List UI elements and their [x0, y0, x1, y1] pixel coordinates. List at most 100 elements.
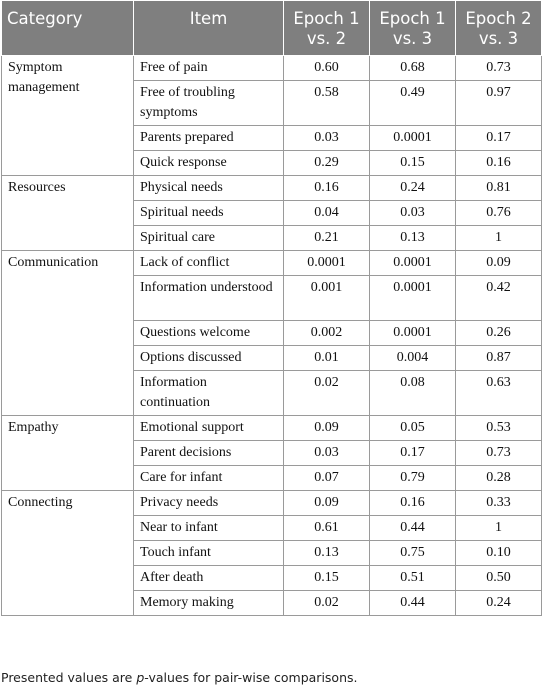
- table-row: Questions welcome 0.002 0.0001 0.26: [2, 320, 542, 346]
- epoch-1-vs-2-cell: 0.21: [283, 225, 370, 251]
- header-item: Item: [133, 0, 284, 56]
- table-row: Memory making 0.02 0.44 0.24: [2, 590, 542, 616]
- epoch-1-vs-2-cell: 0.03: [283, 125, 370, 151]
- table-row: Free of troubling symptoms 0.58 0.49 0.97: [2, 80, 542, 126]
- epoch-1-vs-2-cell: 0.16: [283, 175, 370, 201]
- epoch-1-vs-2-cell: 0.29: [283, 150, 370, 176]
- epoch-1-vs-3-cell: 0.44: [369, 515, 456, 541]
- epoch-2-vs-3-cell: 0.73: [455, 55, 542, 81]
- epoch-2-vs-3-cell: 1: [455, 515, 542, 541]
- epoch-2-vs-3-cell: 1: [455, 225, 542, 251]
- category-cell: Connecting: [1, 490, 134, 616]
- epoch-2-vs-3-cell: 0.26: [455, 320, 542, 346]
- item-cell: Spiritual needs: [133, 200, 284, 226]
- epoch-1-vs-3-cell: 0.08: [369, 370, 456, 416]
- item-cell: Quick response: [133, 150, 284, 176]
- epoch-1-vs-3-cell: 0.75: [369, 540, 456, 566]
- epoch-1-vs-3-cell: 0.68: [369, 55, 456, 81]
- item-cell: Privacy needs: [133, 490, 284, 516]
- epoch-1-vs-2-cell: 0.002: [283, 320, 370, 346]
- epoch-1-vs-3-cell: 0.05: [369, 415, 456, 441]
- epoch-2-vs-3-cell: 0.16: [455, 150, 542, 176]
- epoch-1-vs-3-cell: 0.15: [369, 150, 456, 176]
- table-footnote: Presented values are p-values for pair-w…: [1, 670, 358, 685]
- epoch-2-vs-3-cell: 0.28: [455, 465, 542, 491]
- epoch-1-vs-2-cell: 0.01: [283, 345, 370, 371]
- epoch-1-vs-3-cell: 0.0001: [369, 275, 456, 321]
- item-cell: Emotional support: [133, 415, 284, 441]
- epoch-1-vs-2-cell: 0.61: [283, 515, 370, 541]
- epoch-2-vs-3-cell: 0.63: [455, 370, 542, 416]
- epoch-1-vs-2-cell: 0.001: [283, 275, 370, 321]
- epoch-2-vs-3-cell: 0.73: [455, 440, 542, 466]
- item-cell: Care for infant: [133, 465, 284, 491]
- item-cell: Parent decisions: [133, 440, 284, 466]
- item-cell: Free of troubling symptoms: [133, 80, 284, 126]
- table-header: Category Item Epoch 1 vs. 2 Epoch 1 vs. …: [1, 0, 542, 56]
- item-cell: Memory making: [133, 590, 284, 616]
- item-cell: Lack of conflict: [133, 250, 284, 276]
- epoch-1-vs-2-cell: 0.02: [283, 590, 370, 616]
- epoch-1-vs-3-cell: 0.004: [369, 345, 456, 371]
- epoch-1-vs-3-cell: 0.24: [369, 175, 456, 201]
- epoch-1-vs-2-cell: 0.15: [283, 565, 370, 591]
- epoch-1-vs-3-cell: 0.51: [369, 565, 456, 591]
- item-cell: Physical needs: [133, 175, 284, 201]
- epoch-2-vs-3-cell: 0.50: [455, 565, 542, 591]
- item-cell: Parents prepared: [133, 125, 284, 151]
- table-row: Information continuation 0.02 0.08 0.63: [2, 370, 542, 416]
- epoch-1-vs-3-cell: 0.03: [369, 200, 456, 226]
- epoch-1-vs-3-cell: 0.17: [369, 440, 456, 466]
- table-row: Spiritual care 0.21 0.13 1: [2, 225, 542, 251]
- epoch-1-vs-3-cell: 0.16: [369, 490, 456, 516]
- epoch-1-vs-3-cell: 0.44: [369, 590, 456, 616]
- epoch-2-vs-3-cell: 0.81: [455, 175, 542, 201]
- epoch-1-vs-2-cell: 0.02: [283, 370, 370, 416]
- item-cell: Information understood: [133, 275, 284, 321]
- epoch-1-vs-2-cell: 0.60: [283, 55, 370, 81]
- epoch-1-vs-2-cell: 0.04: [283, 200, 370, 226]
- table-row: Resources Physical needs 0.16 0.24 0.81: [1, 175, 542, 251]
- epoch-2-vs-3-cell: 0.76: [455, 200, 542, 226]
- epoch-1-vs-2-cell: 0.03: [283, 440, 370, 466]
- footnote-italic: p: [136, 670, 145, 685]
- table-body: Symptom management Free of pain 0.60 0.68 0.…: [1, 55, 542, 616]
- item-cell: Questions welcome: [133, 320, 284, 346]
- epoch-2-vs-3-cell: 0.24: [455, 590, 542, 616]
- category-cell: Symptom management: [1, 55, 134, 176]
- epoch-2-vs-3-cell: 0.09: [455, 250, 542, 276]
- category-cell: Empathy: [1, 415, 134, 491]
- epoch-1-vs-3-cell: 0.0001: [369, 125, 456, 151]
- epoch-1-vs-2-cell: 0.07: [283, 465, 370, 491]
- header-category: Category: [1, 0, 134, 56]
- epoch-2-vs-3-cell: 0.17: [455, 125, 542, 151]
- epoch-2-vs-3-cell: 0.53: [455, 415, 542, 441]
- epoch-1-vs-2-cell: 0.09: [283, 415, 370, 441]
- table-row: Connecting Privacy needs 0.09 0.16 0.33: [1, 490, 542, 616]
- table-row: Symptom management Free of pain 0.60 0.68 0.…: [1, 55, 542, 176]
- epoch-2-vs-3-cell: 0.42: [455, 275, 542, 321]
- footnote-prefix: Presented values are: [1, 670, 137, 685]
- header-epoch-2-vs-3: Epoch 2 vs. 3: [455, 0, 542, 56]
- epoch-1-vs-3-cell: 0.79: [369, 465, 456, 491]
- item-cell: Information continuation: [133, 370, 284, 416]
- category-cell: Resources: [1, 175, 134, 251]
- table-row: After death 0.15 0.51 0.50: [2, 565, 542, 591]
- pvalue-table: Category Item Epoch 1 vs. 2 Epoch 1 vs. …: [1, 0, 542, 616]
- header-epoch-1-vs-3: Epoch 1 vs. 3: [369, 0, 456, 56]
- item-cell: Spiritual care: [133, 225, 284, 251]
- table-row: Parents prepared 0.03 0.0001 0.17: [2, 125, 542, 151]
- epoch-1-vs-3-cell: 0.0001: [369, 250, 456, 276]
- item-cell: After death: [133, 565, 284, 591]
- item-cell: Free of pain: [133, 55, 284, 81]
- table-row: Information understood 0.001 0.0001 0.42: [2, 275, 542, 321]
- epoch-2-vs-3-cell: 0.87: [455, 345, 542, 371]
- epoch-2-vs-3-cell: 0.33: [455, 490, 542, 516]
- table-row: Touch infant 0.13 0.75 0.10: [2, 540, 542, 566]
- table-row: Communication Lack of conflict 0.0001 0.000…: [1, 250, 542, 416]
- epoch-1-vs-2-cell: 0.09: [283, 490, 370, 516]
- epoch-1-vs-3-cell: 0.0001: [369, 320, 456, 346]
- epoch-2-vs-3-cell: 0.10: [455, 540, 542, 566]
- epoch-1-vs-2-cell: 0.58: [283, 80, 370, 126]
- item-cell: Near to infant: [133, 515, 284, 541]
